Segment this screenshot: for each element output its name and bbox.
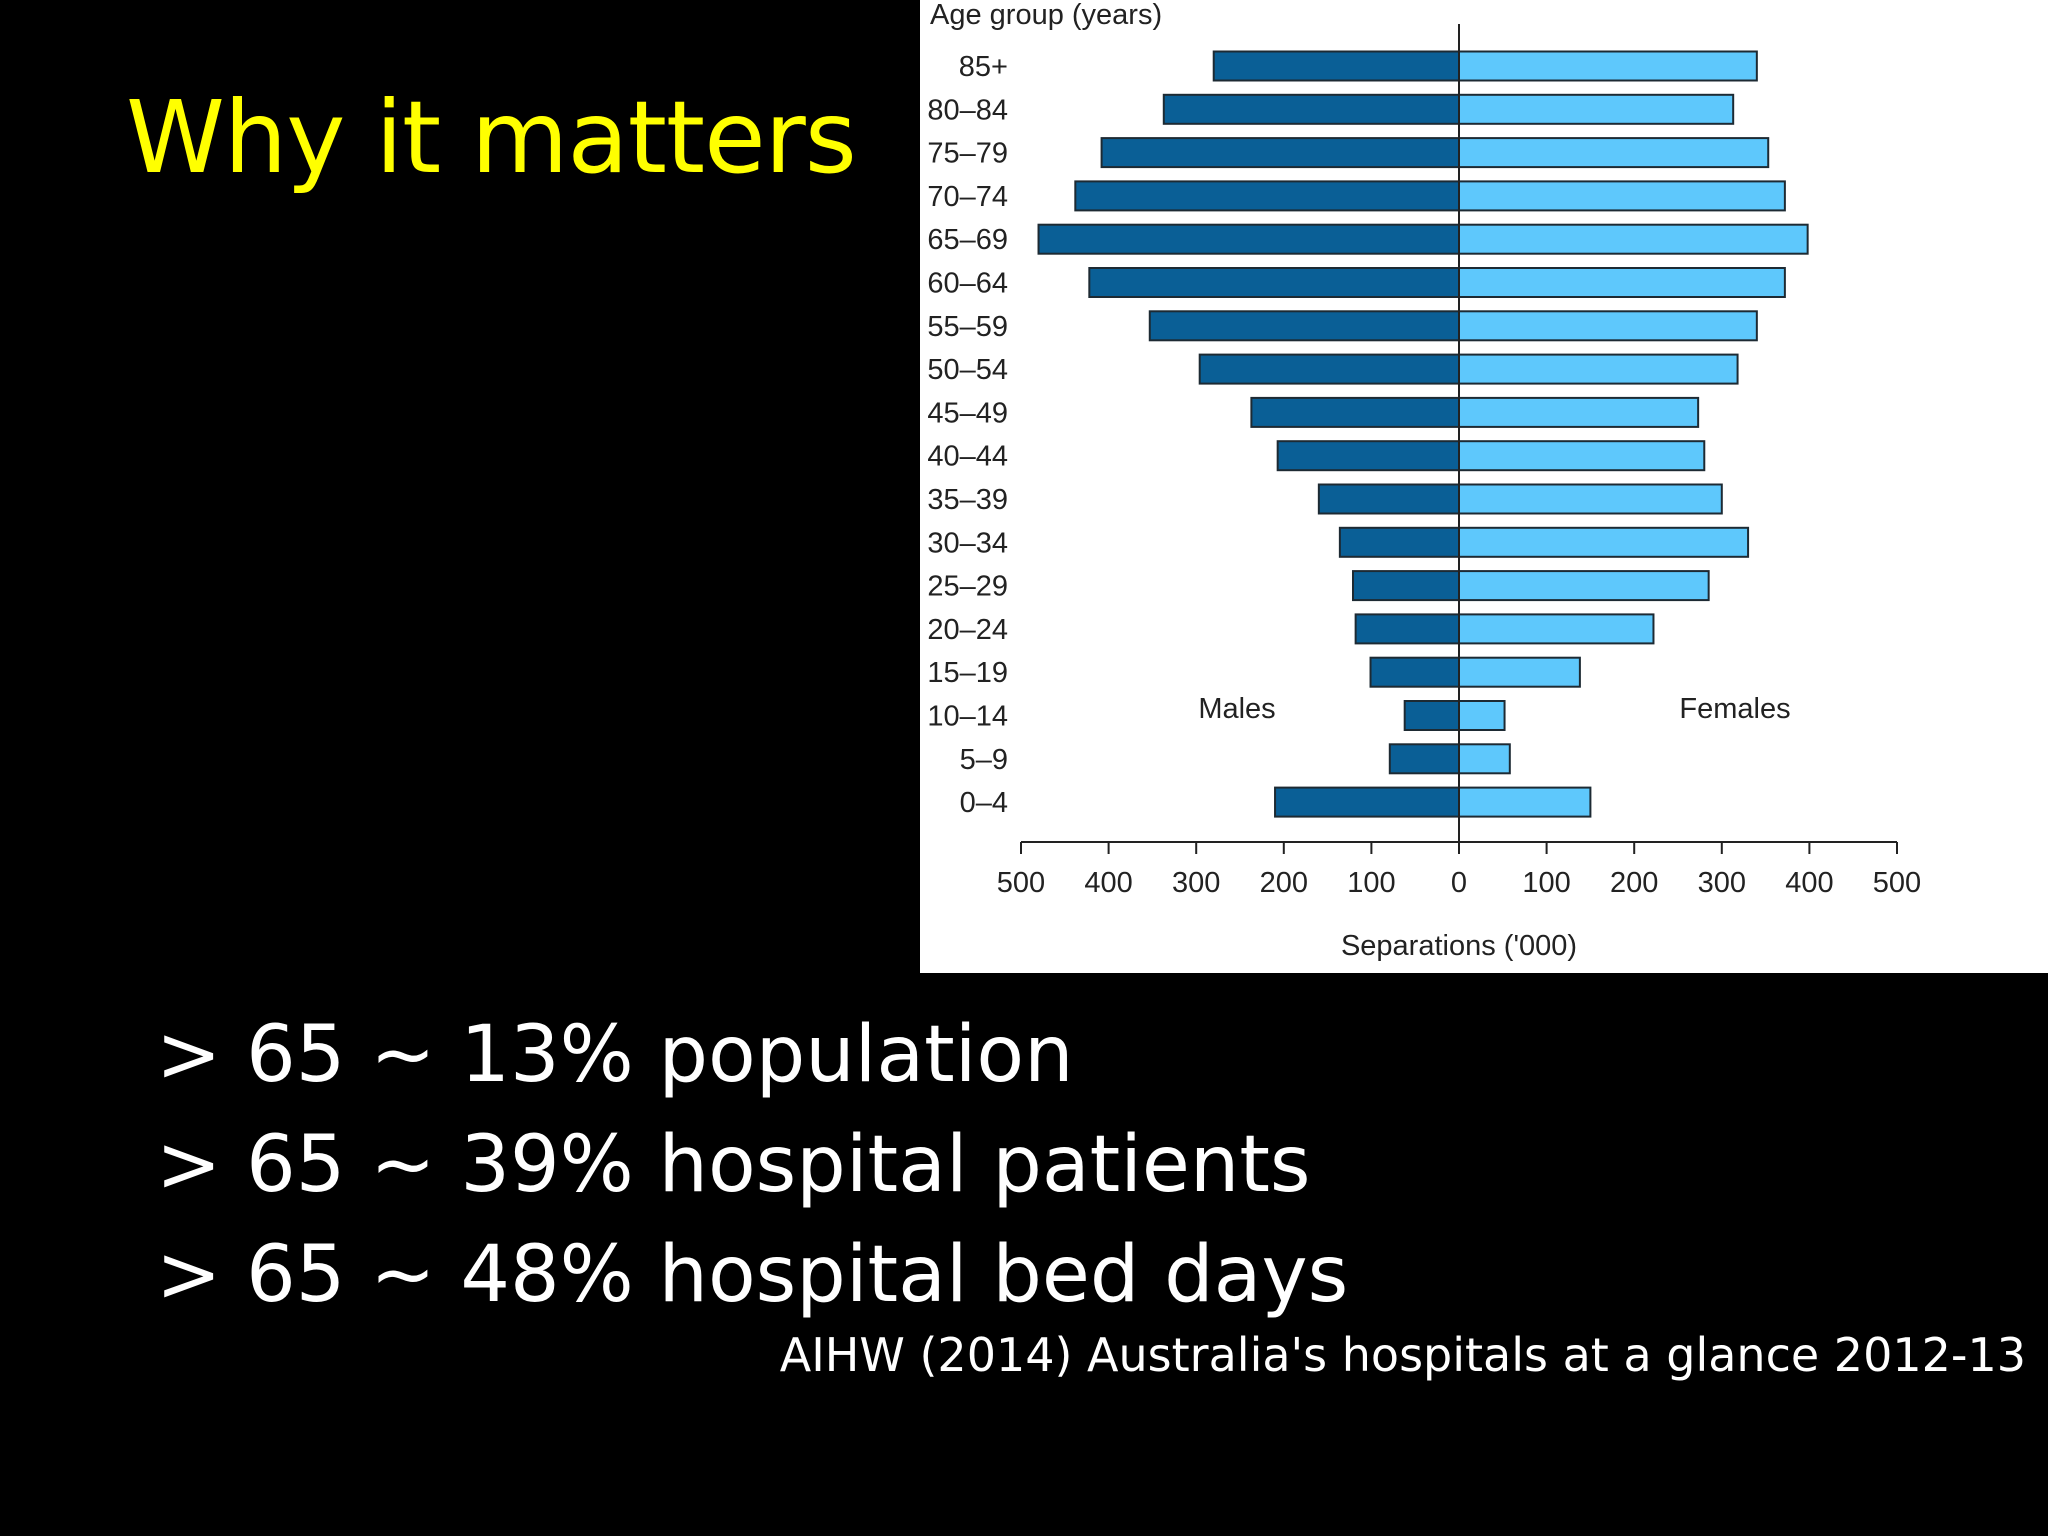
legend-females: Females [1679,693,1790,725]
bar-males-6 [1148,310,1460,342]
category-label: 55–59 [927,311,1008,343]
bar-females-4 [1458,223,1809,255]
category-label: 10–14 [927,701,1008,733]
slide-title: Why it matters [126,79,857,196]
bar-females-7 [1458,353,1739,385]
x-tick-label: 500 [997,867,1045,899]
bar-females-16 [1458,743,1511,775]
category-label: 15–19 [927,657,1008,689]
x-tick-label: 200 [1610,867,1658,899]
population-pyramid-chart: 500 400 300 200 100 0 100 200 300 400 500 85+ 80–84… [927,0,1921,962]
bar-females-3 [1458,180,1786,212]
chart-panel: 500 400 300 200 100 0 100 200 300 400 500 85+ 80–84… [920,0,2048,973]
legend-males: Males [1198,693,1275,725]
category-label: 20–24 [927,614,1008,646]
x-tick-label: 200 [1260,867,1308,899]
category-label: 0–4 [960,787,1008,819]
bar-females-14 [1458,656,1581,688]
bar-males-0 [1212,50,1460,82]
x-tick-label: 100 [1522,867,1570,899]
category-label: 65–69 [927,224,1008,256]
bar-females-13 [1458,613,1655,645]
category-label: 70–74 [927,181,1008,213]
category-label: 85+ [959,51,1008,83]
category-label: 75–79 [927,138,1008,170]
bar-females-8 [1458,396,1700,428]
x-tick-label: 400 [1084,867,1132,899]
category-label: 80–84 [927,94,1008,126]
bar-males-7 [1198,353,1460,385]
bar-males-8 [1250,396,1460,428]
bar-males-13 [1354,613,1460,645]
bullet-hospital-patients: > 65 ~ 39% hospital patients [156,1120,1311,1210]
category-label: 25–29 [927,571,1008,603]
x-tick-label: 300 [1172,867,1220,899]
bar-males-3 [1074,180,1460,212]
bar-females-10 [1458,483,1723,515]
bar-males-2 [1100,137,1460,169]
bar-males-10 [1317,483,1460,515]
bar-females-2 [1458,137,1770,169]
category-label: 45–49 [927,397,1008,429]
bar-males-12 [1352,570,1460,602]
bullet-hospital-bed-days: > 65 ~ 48% hospital bed days [156,1230,1349,1320]
bar-males-11 [1338,526,1461,558]
bar-males-5 [1088,267,1460,298]
category-label: 30–34 [927,527,1008,559]
x-tick-label: 500 [1873,867,1921,899]
category-label: 5–9 [960,744,1008,776]
category-label: 50–54 [927,354,1008,386]
x-tick-label: 100 [1347,867,1395,899]
bar-males-1 [1162,93,1460,125]
bar-females-1 [1458,93,1735,125]
bar-females-11 [1458,526,1750,558]
x-tick-label: 400 [1785,867,1833,899]
x-axis-title: Separations ('000) [1341,930,1577,962]
bar-males-16 [1388,743,1460,775]
citation: AIHW (2014) Australia's hospitals at a g… [779,1328,2026,1382]
x-tick-label: 0 [1451,867,1467,899]
category-label: 40–44 [927,441,1008,473]
category-label: 35–39 [927,484,1008,516]
bar-females-15 [1458,700,1506,731]
category-label: 60–64 [927,268,1008,300]
bar-females-5 [1458,267,1786,298]
bar-females-0 [1458,50,1758,82]
bullet-list: > 65 ~ 13% population > 65 ~ 39% hospita… [156,1000,1348,1330]
bar-males-4 [1037,223,1461,255]
bar-males-14 [1369,656,1460,688]
bullet-population: > 65 ~ 13% population [156,1010,1074,1100]
x-tick-label: 300 [1698,867,1746,899]
bar-females-9 [1458,440,1706,472]
bar-males-15 [1403,700,1460,731]
bar-females-17 [1458,786,1592,818]
y-axis-title: Age group (years) [930,0,1162,31]
bar-males-9 [1276,440,1460,472]
bar-males-17 [1274,786,1461,818]
bar-females-6 [1458,310,1758,342]
bar-females-12 [1458,570,1710,602]
